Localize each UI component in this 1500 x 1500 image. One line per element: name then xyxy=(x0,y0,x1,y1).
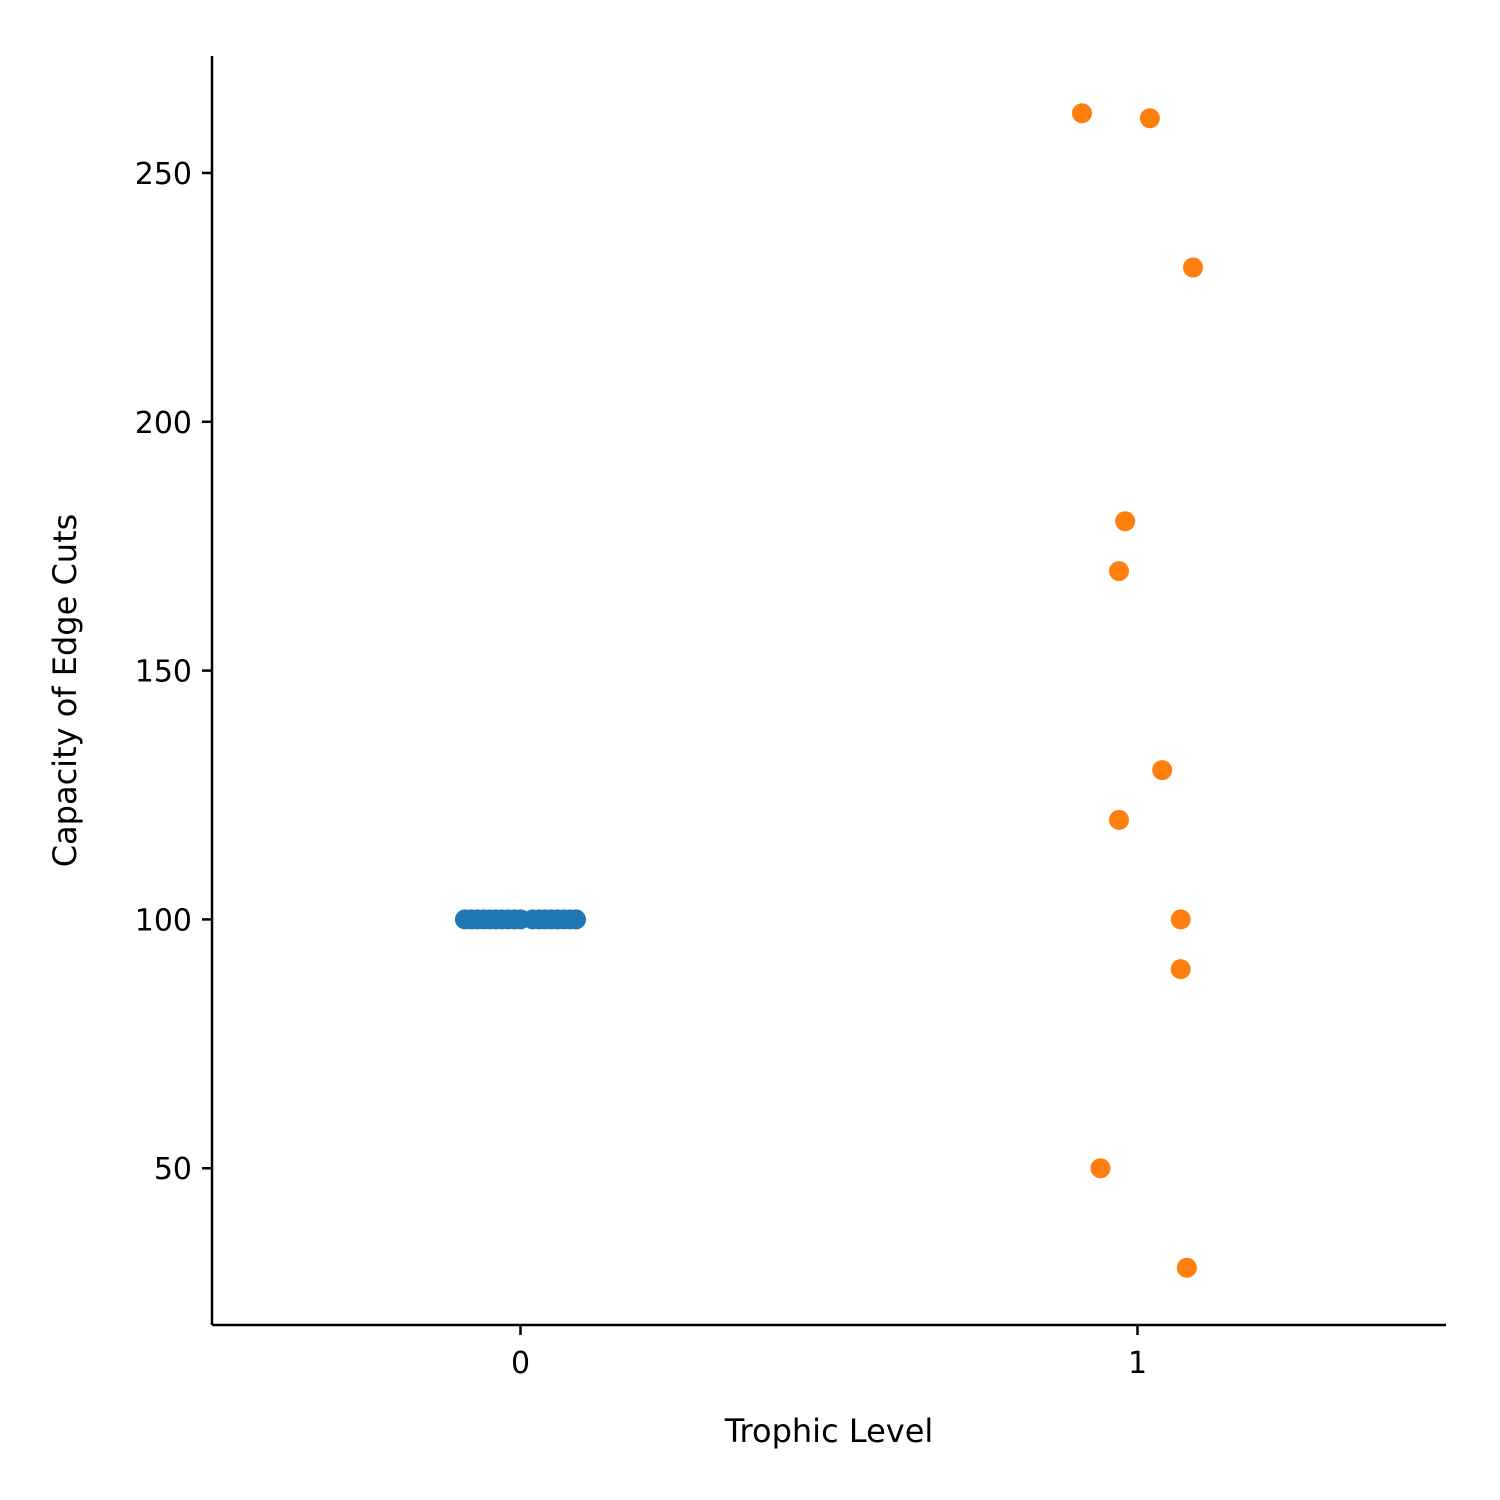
y-axis-label: Capacity of Edge Cuts xyxy=(46,514,84,868)
data-point xyxy=(1090,1158,1111,1179)
data-point xyxy=(1176,1257,1197,1278)
data-point xyxy=(1139,108,1160,129)
x-axis-label: Trophic Level xyxy=(724,1412,934,1450)
y-tick-label: 100 xyxy=(135,903,192,938)
data-point xyxy=(1115,511,1136,532)
y-tick-label: 250 xyxy=(135,157,192,192)
y-ticks: 50 100 150 200 250 xyxy=(135,157,212,1187)
y-tick-label: 50 xyxy=(154,1152,192,1187)
data-point xyxy=(1170,909,1191,930)
data-point xyxy=(1108,561,1129,582)
plot-area xyxy=(454,103,1204,1278)
axes xyxy=(210,56,1446,1327)
data-point xyxy=(1071,103,1092,124)
x-tick-label: 0 xyxy=(511,1346,530,1381)
y-tick-label: 150 xyxy=(135,655,192,690)
data-point xyxy=(1183,257,1204,278)
y-tick-label: 200 xyxy=(135,406,192,441)
data-point xyxy=(1152,760,1173,781)
x-tick-label: 1 xyxy=(1128,1346,1147,1381)
data-point xyxy=(566,909,587,930)
data-point xyxy=(1170,959,1191,980)
data-point xyxy=(1108,809,1129,830)
